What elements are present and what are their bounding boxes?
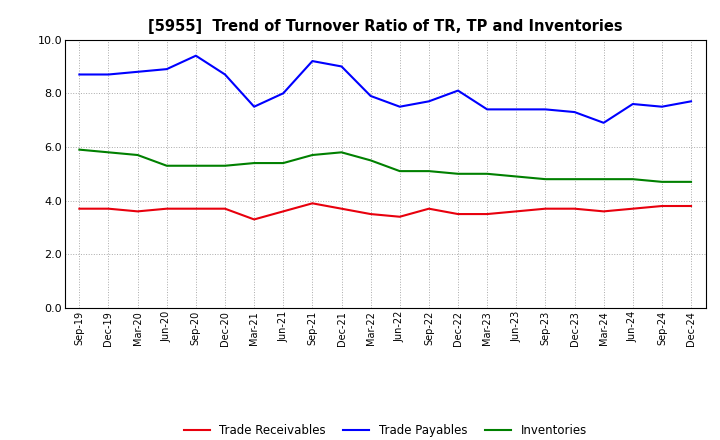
Trade Payables xyxy=(279,91,287,96)
Trade Receivables xyxy=(541,206,550,211)
Trade Payables xyxy=(308,59,317,64)
Inventories xyxy=(483,171,492,176)
Trade Payables xyxy=(570,110,579,115)
Inventories xyxy=(279,161,287,166)
Trade Receivables xyxy=(133,209,142,214)
Trade Payables xyxy=(541,107,550,112)
Inventories xyxy=(570,176,579,182)
Legend: Trade Receivables, Trade Payables, Inventories: Trade Receivables, Trade Payables, Inven… xyxy=(179,419,591,440)
Trade Receivables xyxy=(425,206,433,211)
Trade Payables xyxy=(133,69,142,74)
Trade Payables xyxy=(104,72,113,77)
Trade Payables xyxy=(337,64,346,69)
Inventories xyxy=(163,163,171,169)
Trade Payables xyxy=(512,107,521,112)
Trade Payables xyxy=(163,66,171,72)
Inventories xyxy=(133,152,142,158)
Trade Payables xyxy=(483,107,492,112)
Trade Receivables xyxy=(599,209,608,214)
Inventories xyxy=(104,150,113,155)
Trade Receivables xyxy=(629,206,637,211)
Inventories xyxy=(395,169,404,174)
Inventories xyxy=(192,163,200,169)
Inventories xyxy=(425,169,433,174)
Trade Receivables xyxy=(163,206,171,211)
Trade Receivables xyxy=(483,211,492,216)
Title: [5955]  Trend of Turnover Ratio of TR, TP and Inventories: [5955] Trend of Turnover Ratio of TR, TP… xyxy=(148,19,623,34)
Trade Payables xyxy=(687,99,696,104)
Trade Receivables xyxy=(454,211,462,216)
Trade Payables xyxy=(366,93,375,99)
Trade Receivables xyxy=(395,214,404,220)
Trade Payables xyxy=(454,88,462,93)
Inventories xyxy=(366,158,375,163)
Trade Payables xyxy=(192,53,200,59)
Inventories xyxy=(250,161,258,166)
Line: Trade Receivables: Trade Receivables xyxy=(79,203,691,220)
Line: Trade Payables: Trade Payables xyxy=(79,56,691,123)
Trade Payables xyxy=(425,99,433,104)
Trade Receivables xyxy=(337,206,346,211)
Trade Receivables xyxy=(657,203,666,209)
Inventories xyxy=(629,176,637,182)
Inventories xyxy=(220,163,229,169)
Inventories xyxy=(308,152,317,158)
Trade Payables xyxy=(75,72,84,77)
Trade Receivables xyxy=(308,201,317,206)
Inventories xyxy=(657,179,666,184)
Inventories xyxy=(541,176,550,182)
Trade Receivables xyxy=(512,209,521,214)
Inventories xyxy=(337,150,346,155)
Trade Payables xyxy=(250,104,258,109)
Trade Payables xyxy=(657,104,666,109)
Trade Receivables xyxy=(75,206,84,211)
Line: Inventories: Inventories xyxy=(79,150,691,182)
Trade Receivables xyxy=(192,206,200,211)
Inventories xyxy=(75,147,84,152)
Trade Payables xyxy=(220,72,229,77)
Trade Payables xyxy=(629,101,637,106)
Trade Receivables xyxy=(104,206,113,211)
Trade Payables xyxy=(395,104,404,109)
Trade Receivables xyxy=(250,217,258,222)
Inventories xyxy=(454,171,462,176)
Trade Receivables xyxy=(570,206,579,211)
Trade Receivables xyxy=(220,206,229,211)
Trade Receivables xyxy=(687,203,696,209)
Inventories xyxy=(512,174,521,179)
Trade Payables xyxy=(599,120,608,125)
Inventories xyxy=(687,179,696,184)
Inventories xyxy=(599,176,608,182)
Trade Receivables xyxy=(279,209,287,214)
Trade Receivables xyxy=(366,211,375,216)
